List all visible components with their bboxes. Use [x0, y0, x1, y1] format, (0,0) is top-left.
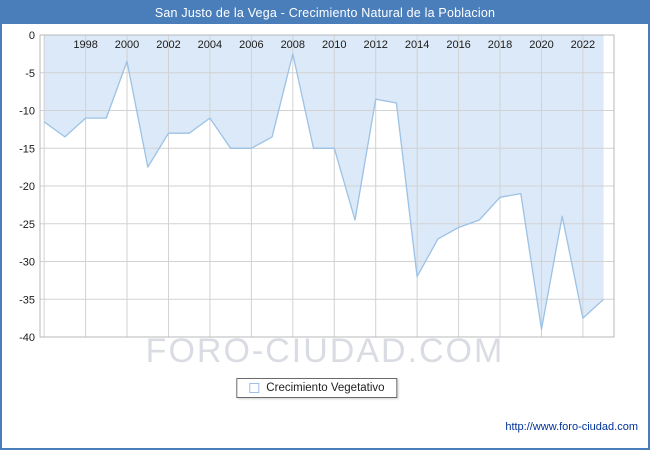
legend-box: Crecimiento Vegetativo: [236, 378, 398, 398]
svg-text:2010: 2010: [322, 39, 346, 51]
svg-text:-35: -35: [19, 294, 35, 306]
svg-text:2016: 2016: [446, 39, 470, 51]
svg-text:-10: -10: [19, 106, 35, 118]
svg-text:1998: 1998: [73, 39, 97, 51]
svg-text:-40: -40: [19, 332, 35, 344]
svg-text:-20: -20: [19, 181, 35, 193]
chart-title-bar: San Justo de la Vega - Crecimiento Natur…: [2, 2, 648, 24]
svg-text:-15: -15: [19, 143, 35, 155]
svg-text:-25: -25: [19, 219, 35, 231]
footer-link[interactable]: http://www.foro-ciudad.com: [505, 421, 638, 433]
svg-text:2022: 2022: [571, 39, 595, 51]
chart-title: San Justo de la Vega - Crecimiento Natur…: [154, 6, 496, 20]
legend-label: Crecimiento Vegetativo: [266, 382, 385, 394]
svg-text:2002: 2002: [156, 39, 180, 51]
svg-text:-30: -30: [19, 257, 35, 269]
svg-text:2000: 2000: [115, 39, 139, 51]
svg-text:2020: 2020: [529, 39, 553, 51]
svg-text:-5: -5: [25, 68, 35, 80]
legend-marker-icon: [249, 383, 260, 393]
svg-text:2008: 2008: [281, 39, 305, 51]
area-chart: 1998 2000 2002 2004 2006 2008 2010 2012 2014 2016…: [19, 30, 615, 344]
svg-text:0: 0: [29, 30, 35, 42]
svg-text:2012: 2012: [363, 39, 387, 51]
svg-text:2018: 2018: [488, 39, 512, 51]
svg-text:2006: 2006: [239, 39, 263, 51]
svg-text:2004: 2004: [198, 39, 222, 51]
svg-text:2014: 2014: [405, 39, 429, 51]
